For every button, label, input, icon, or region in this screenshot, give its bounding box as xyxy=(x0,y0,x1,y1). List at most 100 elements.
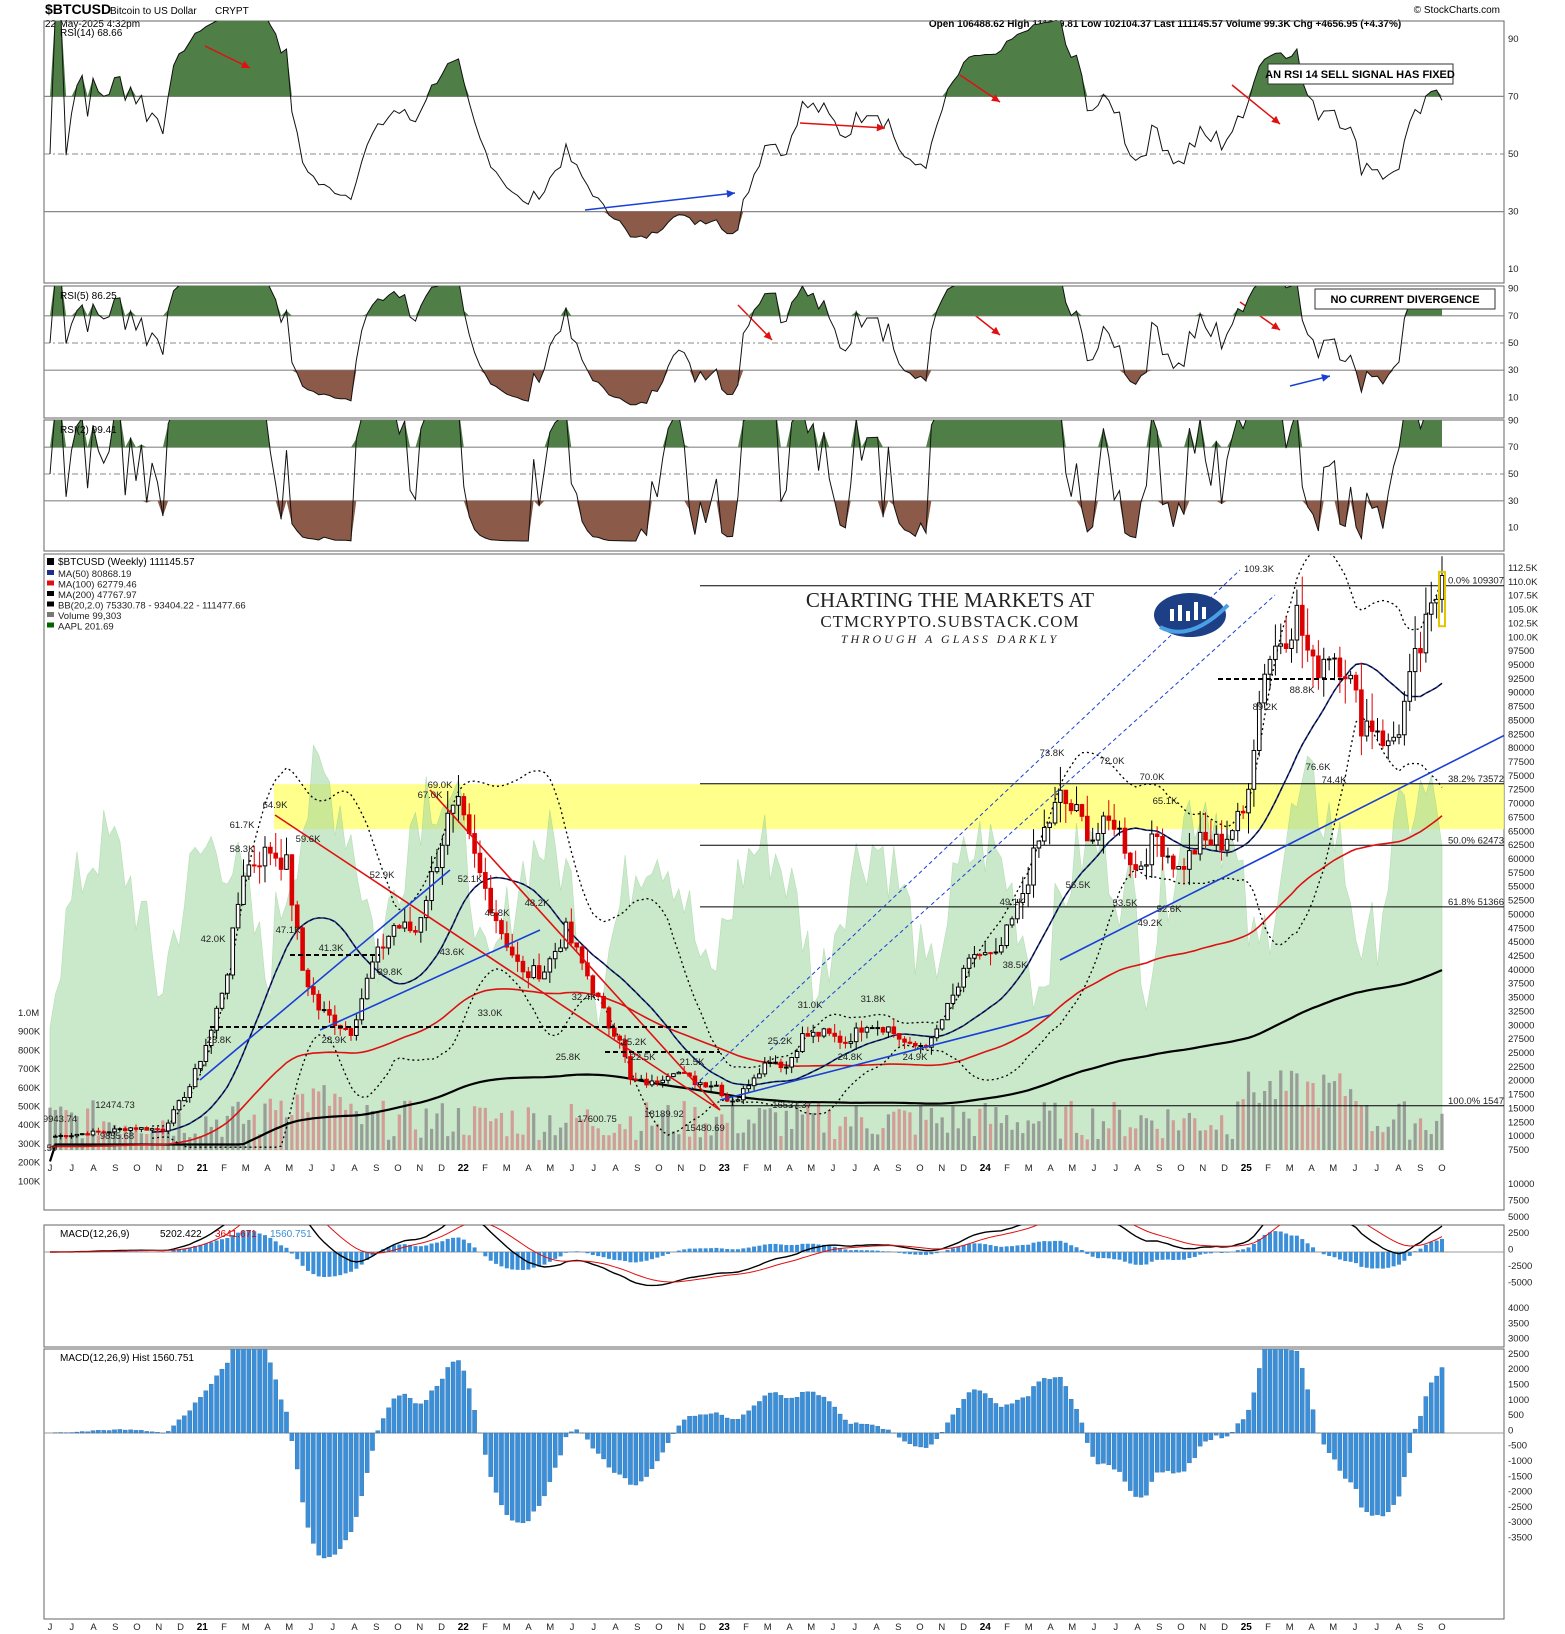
macd-hist-bar xyxy=(354,1252,359,1269)
candle-body xyxy=(268,846,273,854)
volume-bar xyxy=(1402,1101,1406,1150)
volume-bar xyxy=(736,1133,740,1150)
x-axis-top-tick-43: 24 xyxy=(980,1163,992,1174)
x-axis-top-tick-44: F xyxy=(1004,1163,1010,1174)
hist-bar xyxy=(90,1430,96,1434)
volume-bar xyxy=(1241,1099,1245,1150)
candle-body xyxy=(1058,789,1063,803)
divergence-arrowhead-6 xyxy=(1271,322,1280,330)
candle-body xyxy=(1418,647,1423,654)
macd-hist-bar xyxy=(773,1243,778,1252)
hist-bar xyxy=(821,1396,827,1434)
candle-body xyxy=(784,1066,789,1069)
x-axis-top-tick-41: N xyxy=(938,1163,945,1174)
price-label-27: 24.9K xyxy=(903,1052,928,1063)
hist-bar xyxy=(1052,1377,1058,1434)
x-axis-bottom-tick-45: M xyxy=(1025,1622,1033,1633)
candle-body xyxy=(418,917,424,933)
hist-bar xyxy=(601,1432,606,1460)
candle-body xyxy=(735,1099,741,1102)
candle-body xyxy=(63,1134,69,1138)
x-axis-top-tick-30: D xyxy=(699,1163,706,1174)
hist-bar xyxy=(558,1432,563,1456)
hist-bar xyxy=(58,1432,63,1434)
ma100-line xyxy=(50,815,1443,1148)
macd-hist-bar xyxy=(800,1243,805,1252)
hist-tick-10: -1000 xyxy=(1508,1456,1532,1467)
volume-bar xyxy=(784,1110,788,1150)
macd-hist-bar xyxy=(746,1247,751,1252)
price-tick-14: 77500 xyxy=(1508,757,1534,768)
macd-hist-bar xyxy=(752,1246,757,1252)
hist-bar xyxy=(1042,1378,1047,1434)
price-label-20: 28.9K xyxy=(322,1035,347,1046)
fib-label-1: 38.2% 73572 xyxy=(1448,774,1504,785)
price-label-41: 53.5K xyxy=(1113,898,1138,909)
hist-bar xyxy=(96,1430,101,1434)
volume-bar xyxy=(902,1110,907,1150)
macd-hist-bar xyxy=(537,1252,542,1267)
volume-bar xyxy=(1263,1090,1267,1150)
price-label-7: 52.1K xyxy=(458,874,483,885)
volume-bar xyxy=(1332,1081,1337,1150)
candle-body xyxy=(1396,734,1402,738)
candle-body xyxy=(977,954,983,957)
hist-bar xyxy=(1326,1432,1332,1453)
hist-bar xyxy=(875,1426,880,1434)
hist-bar xyxy=(708,1413,714,1434)
x-axis-bottom-tick-40: O xyxy=(916,1622,923,1633)
hist-bar xyxy=(294,1432,300,1470)
macd-hist-bar xyxy=(348,1252,353,1272)
trend-line-3 xyxy=(319,929,541,1031)
hist-tick-3: 2500 xyxy=(1508,1349,1529,1360)
candle-body xyxy=(69,1135,74,1138)
candle-body xyxy=(192,1068,198,1088)
hist-bar xyxy=(977,1390,983,1434)
volume-bar xyxy=(1171,1120,1175,1150)
hist-bar xyxy=(493,1432,499,1493)
candle-body xyxy=(708,1085,714,1088)
hist-bar xyxy=(1439,1367,1445,1434)
x-axis-bottom-tick-15: S xyxy=(373,1622,379,1633)
hist-bar xyxy=(327,1432,332,1557)
macd-hist-bar xyxy=(305,1252,310,1271)
macd-label: MACD(12,26,9) xyxy=(60,1229,129,1240)
hist-bar xyxy=(1122,1432,1128,1482)
candle-body xyxy=(262,846,268,867)
volume-bar xyxy=(499,1112,504,1150)
volume-bar xyxy=(1209,1125,1213,1150)
price-label-1: 69.0K xyxy=(428,780,453,791)
hist-bar xyxy=(305,1432,311,1528)
x-axis-bottom-tick-2: A xyxy=(90,1622,97,1633)
hist-bar xyxy=(612,1432,617,1473)
macd-hist-bar xyxy=(644,1252,649,1261)
volume-bar xyxy=(908,1112,912,1150)
x-axis-bottom-tick-1: J xyxy=(69,1622,74,1633)
volume-bar xyxy=(833,1139,837,1150)
candle-body xyxy=(595,992,601,997)
x-axis-top-tick-9: M xyxy=(242,1163,250,1174)
hist-tick-9: -500 xyxy=(1508,1441,1527,1452)
x-axis-top-tick-32: F xyxy=(743,1163,749,1174)
candle-body xyxy=(1235,810,1241,832)
x-axis-bottom-tick-37: J xyxy=(852,1622,857,1633)
volume-bar xyxy=(290,1115,294,1150)
hist-tick-15: -3500 xyxy=(1508,1533,1532,1544)
volume-bar xyxy=(639,1130,643,1150)
volume-bar xyxy=(354,1111,358,1150)
hist-bar xyxy=(606,1432,612,1468)
x-axis-top-tick-8: F xyxy=(221,1163,227,1174)
hist-bar xyxy=(1203,1432,1208,1442)
x-axis-top-tick-54: D xyxy=(1221,1163,1228,1174)
candle-body xyxy=(1170,855,1176,870)
macd-hist-bar xyxy=(692,1248,697,1252)
hist-bar xyxy=(139,1430,144,1434)
hist-bar xyxy=(805,1391,811,1434)
hist-bar xyxy=(1348,1432,1353,1483)
candle-body xyxy=(397,925,402,929)
candle-body xyxy=(719,1084,725,1097)
hist-bar xyxy=(649,1432,655,1469)
volume-bar xyxy=(1295,1073,1299,1150)
hist-bar xyxy=(526,1432,531,1522)
